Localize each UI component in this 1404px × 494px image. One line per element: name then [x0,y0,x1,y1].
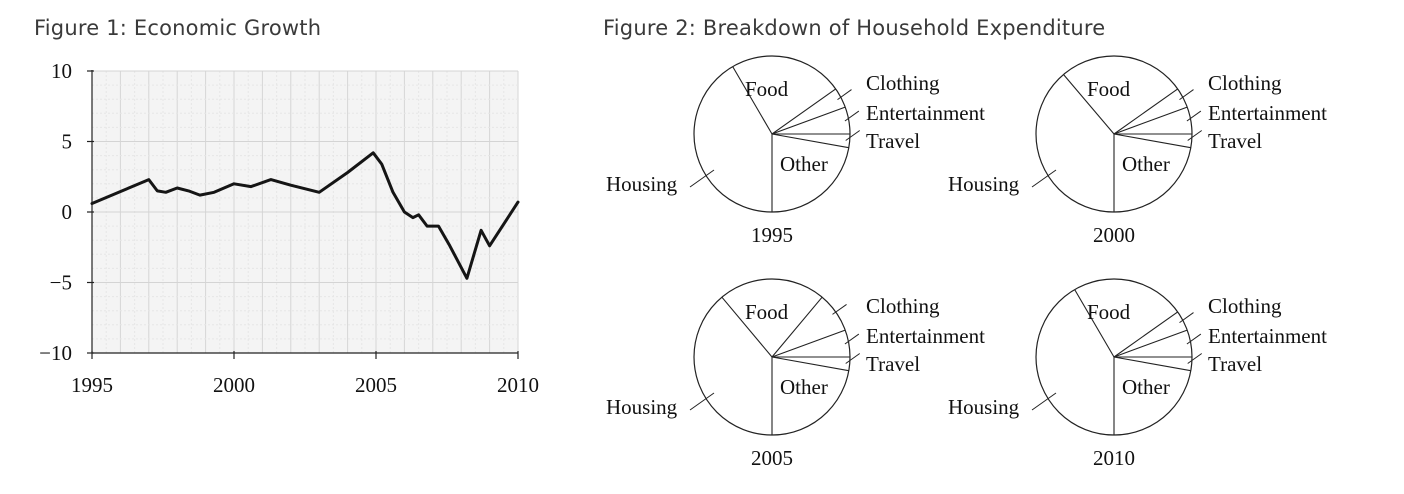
pie-leader-line [689,392,715,411]
expenditure-pie-charts: Other Travel Entertainment Clothing Food Hous… [606,55,1327,470]
pie-label-other: Other [1122,375,1170,399]
y-tick-label: −10 [39,341,72,365]
pie-label-entertainment: Entertainment [1208,324,1327,348]
y-tick-label: 10 [51,59,72,83]
pie-slice-boundary [1113,356,1191,372]
pie-leader-line [1186,333,1202,345]
pie-slice-boundary [721,296,773,358]
pie-label-entertainment: Entertainment [866,101,985,125]
pie-year-label: 1995 [751,223,793,247]
pie-slice-boundary [732,66,773,135]
pie-label-housing: Housing [948,172,1020,196]
y-tick-label: −5 [50,271,72,295]
pie-label-travel: Travel [866,352,920,376]
line-chart-series [90,151,520,280]
pie-label-housing: Housing [948,395,1020,419]
figure2-title: Figure 2: Breakdown of Household Expendi… [603,16,1106,40]
pie-label-other: Other [1122,152,1170,176]
x-tick-label: 1995 [71,373,113,397]
y-tick-label: 5 [62,130,73,154]
pie-label-housing: Housing [606,395,678,419]
pie-label-entertainment: Entertainment [866,324,985,348]
pie-label-clothing: Clothing [1208,294,1282,318]
pie-label-food: Food [1087,77,1131,101]
pie-slice-boundary [1113,311,1179,358]
pie-leader-line [845,130,861,141]
pie-label-food: Food [745,300,789,324]
pie-slice-boundary [771,88,837,135]
pie-slice-boundary [771,133,849,149]
pie-leader-line [689,169,715,188]
pie-slice-boundary [1074,289,1115,358]
pie-label-food: Food [1087,300,1131,324]
pie-2005: Other Travel Entertainment Clothing Food Hous… [606,278,985,470]
pie-year-label: 2000 [1093,223,1135,247]
pie-slice-boundary [771,329,846,358]
pie-slice-boundary [1113,88,1179,135]
pie-leader-line [1186,110,1202,122]
figure1-title: Figure 1: Economic Growth [34,16,322,40]
pie-leader-line [1187,353,1203,364]
pie-label-entertainment: Entertainment [1208,101,1327,125]
pie-leader-line [844,333,860,345]
pie-year-label: 2010 [1093,446,1135,470]
pie-leader-line [1031,392,1057,411]
pie-leader-line [1179,312,1194,324]
pie-slice-boundary [771,106,846,135]
pie-slice-boundary [1113,133,1191,149]
pie-label-housing: Housing [606,172,678,196]
pie-leader-line [1187,130,1203,141]
pie-year-label: 2005 [751,446,793,470]
x-tick-label: 2000 [213,373,255,397]
pie-label-travel: Travel [1208,352,1262,376]
pie-slice-boundary [1113,329,1188,358]
pie-label-clothing: Clothing [866,71,940,95]
pie-leader-line [1031,169,1057,188]
pie-leader-line [1179,89,1194,101]
line-chart-ticks: 10 5 0 −5 −10 1995 2000 2005 2010 [39,59,539,397]
pie-label-travel: Travel [1208,129,1262,153]
pie-slice-boundary [771,296,823,358]
pie-label-clothing: Clothing [866,294,940,318]
pie-1995: Other Travel Entertainment Clothing Food Hous… [606,55,985,247]
growth-series-line [90,151,520,280]
pie-leader-line [837,89,852,101]
pie-label-food: Food [745,77,789,101]
pie-2010: Other Travel Entertainment Clothing Food Hous… [948,278,1327,470]
pie-leader-line [832,304,847,315]
x-tick-label: 2010 [497,373,539,397]
pie-leader-line [845,353,861,364]
x-tick-label: 2005 [355,373,397,397]
pie-leader-line [844,110,860,122]
pie-label-other: Other [780,152,828,176]
pie-slice-boundary [771,356,849,372]
pie-label-clothing: Clothing [1208,71,1282,95]
pie-slice-boundary [1113,106,1188,135]
pie-2000: Other Travel Entertainment Clothing Food Hous… [948,55,1327,247]
y-tick-label: 0 [62,200,73,224]
pie-label-other: Other [780,375,828,399]
economic-growth-line-chart: 10 5 0 −5 −10 1995 2000 2005 2010 [39,59,539,397]
line-chart-grid [91,70,519,354]
pie-label-travel: Travel [866,129,920,153]
pie-slice-boundary [1063,74,1115,135]
